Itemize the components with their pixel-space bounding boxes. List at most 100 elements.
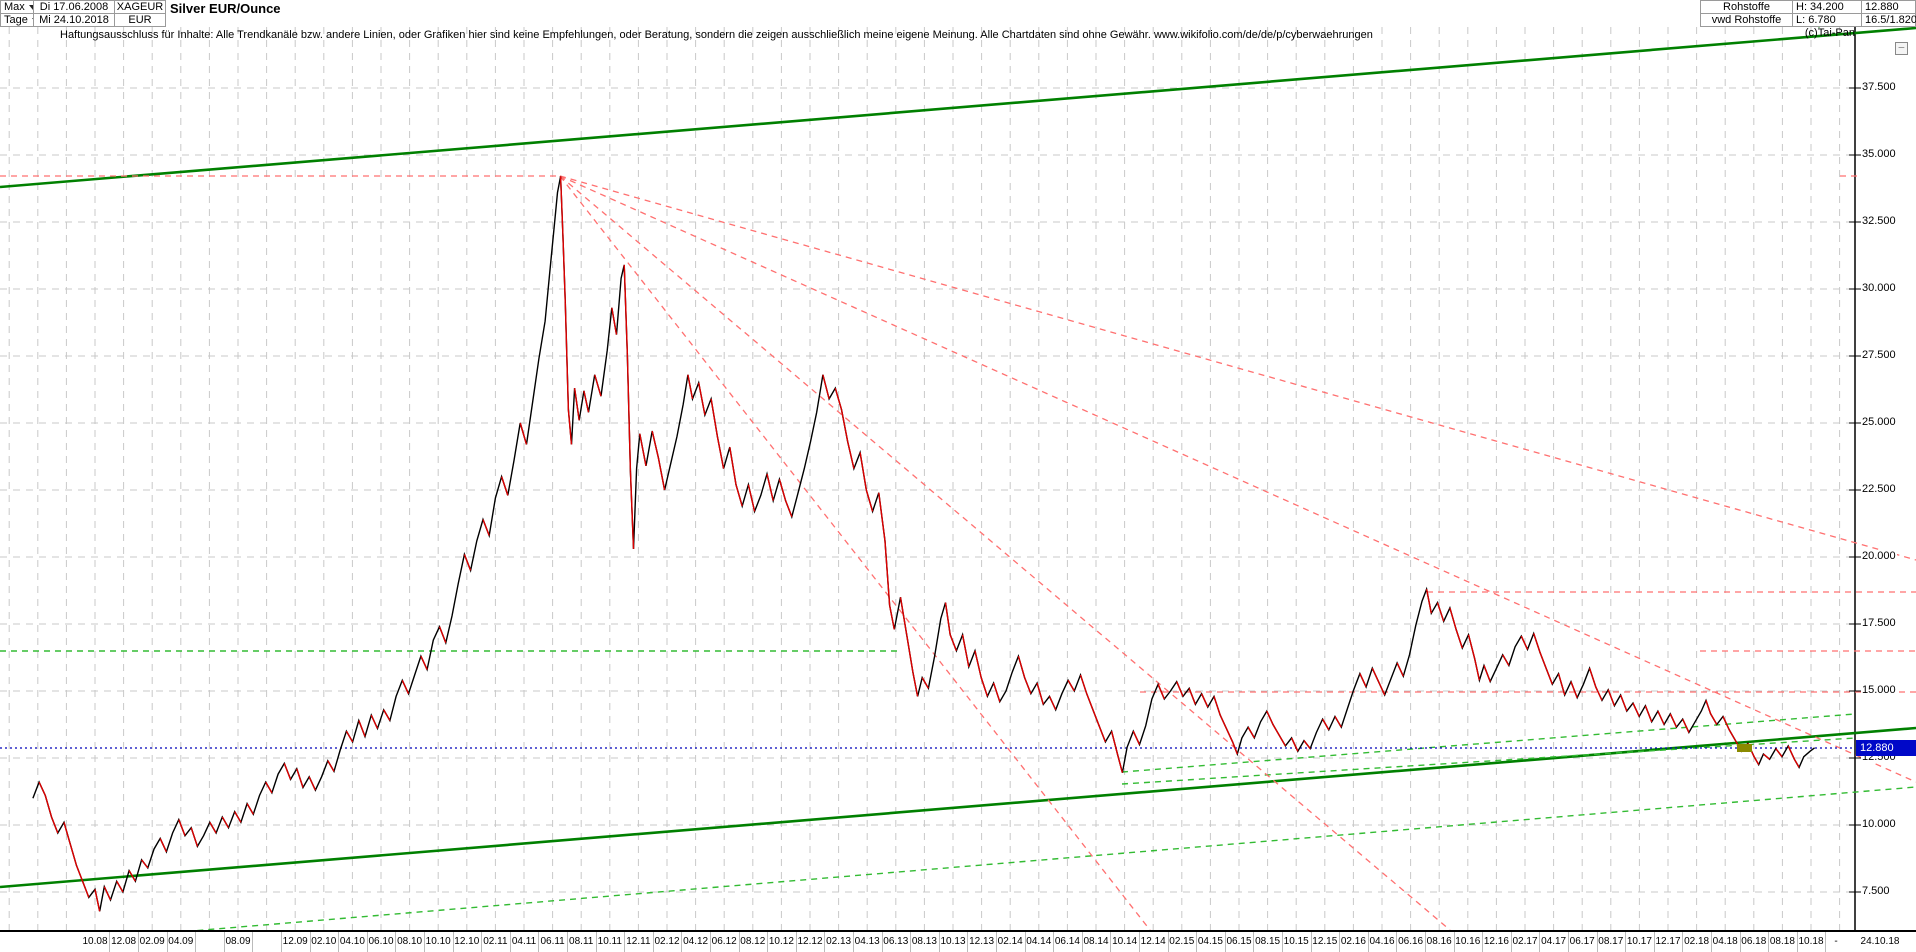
x-axis-label: 04.13 (854, 936, 880, 947)
range-selector-dropdown[interactable]: Max (0, 0, 37, 14)
last-price-label: 12.880 (1861, 0, 1916, 14)
price-down-segment (1048, 696, 1057, 711)
price-down-segment (906, 634, 914, 673)
period-selector-label: Tage (4, 14, 28, 26)
x-axis-label: 12.16 (1483, 936, 1509, 947)
price-down-segment (1483, 665, 1491, 682)
x-axis-label: 08.18 (1769, 936, 1795, 947)
red-fan-line (559, 175, 1916, 783)
y-axis-label: 30.000 (1861, 282, 1897, 294)
x-tick (1196, 932, 1198, 952)
price-down-segment (44, 795, 53, 818)
price-down-segment (141, 859, 149, 869)
symbol-field[interactable]: XAGEUR (114, 0, 166, 14)
price-down-segment (1098, 725, 1107, 743)
x-axis-label: 08.13 (911, 936, 937, 947)
price-down-segment (912, 672, 919, 697)
x-axis-label: 10.13 (940, 936, 966, 947)
price-down-segment (1436, 602, 1445, 622)
price-down-segment (345, 730, 354, 743)
x-axis-label: 12.14 (1140, 936, 1166, 947)
x-axis-label: 06.16 (1398, 936, 1424, 947)
price-down-segment (716, 436, 725, 469)
price-down-segment (246, 803, 254, 815)
x-tick (423, 932, 425, 952)
price-down-segment (992, 682, 1001, 702)
price-down-segment (735, 484, 743, 507)
x-tick (824, 932, 826, 952)
x-axis-label: 10.12 (768, 936, 794, 947)
price-down-segment (1110, 731, 1119, 756)
x-axis-label: 02.10 (311, 936, 337, 947)
price-down-segment (1334, 716, 1342, 728)
price-down-segment (651, 430, 660, 458)
price-down-segment (573, 388, 580, 421)
window-restore-icon[interactable]: ─ (1895, 42, 1908, 55)
selection-marker[interactable] (1737, 744, 1752, 752)
x-tick (967, 932, 969, 952)
price-down-segment (1036, 682, 1044, 705)
price-down-segment (1396, 662, 1404, 677)
price-down-segment (611, 307, 618, 335)
price-down-segment (729, 447, 737, 485)
x-tick (1482, 932, 1484, 952)
price-down-segment (1753, 756, 1760, 766)
end-date-field[interactable]: Mi 24.10.2018 (33, 13, 115, 27)
price-down-segment (778, 479, 787, 501)
x-axis-label: 08.15 (1255, 936, 1281, 947)
x-tick (1396, 932, 1398, 952)
y-axis-label: 10.000 (1861, 818, 1897, 830)
price-down-segment (884, 540, 891, 606)
price-down-segment (1067, 679, 1075, 692)
x-tick (1625, 932, 1627, 952)
price-down-segment (974, 650, 982, 678)
x-axis-label: 10.17 (1626, 936, 1652, 947)
x-axis: 10.08 12.08 02.09 04.09 08.09 12.09 02.10 04.10… (0, 930, 1916, 952)
price-down-segment (420, 655, 428, 670)
x-tick (681, 932, 683, 952)
x-axis-label: 12.08 (111, 936, 137, 947)
price-down-segment (1682, 718, 1690, 733)
price-down-segment (1644, 705, 1653, 723)
x-axis-label: 10.18 (1798, 936, 1824, 947)
price-down-segment (1017, 655, 1026, 678)
price-down-segment (1474, 658, 1481, 681)
price-down-segment (1607, 689, 1616, 706)
x-tick (1081, 932, 1083, 952)
price-down-segment (583, 390, 590, 413)
x-axis-label: 02.16 (1340, 936, 1366, 947)
start-date-field[interactable]: Di 17.06.2008 (33, 0, 115, 14)
x-axis-label: 10.15 (1283, 936, 1309, 947)
price-down-segment (1657, 710, 1665, 725)
price-down-segment (1545, 667, 1553, 685)
price-down-segment (519, 422, 528, 445)
price-down-segment (623, 264, 629, 354)
price-down-segment (1117, 755, 1124, 773)
price-down-segment (1278, 734, 1286, 747)
price-down-segment (283, 763, 292, 780)
category-label: Rohstoffe (1700, 0, 1793, 14)
x-tick (1339, 932, 1341, 952)
period-selector-dropdown[interactable]: Tage (0, 13, 40, 27)
x-axis-label: 02.14 (997, 936, 1023, 947)
price-down-segment (234, 811, 242, 823)
target-stop-label: 16.5/1.820 (1861, 13, 1916, 27)
price-down-segment (834, 387, 843, 410)
price-down-segment (178, 819, 186, 836)
x-tick (1596, 932, 1598, 952)
price-down-segment (899, 597, 908, 635)
x-axis-label: 04.10 (339, 936, 365, 947)
x-tick (1567, 932, 1569, 952)
price-down-segment (567, 409, 573, 445)
x-tick (252, 932, 254, 952)
price-down-segment (944, 602, 951, 635)
price-down-segment (888, 605, 895, 630)
x-axis-label: 06.15 (1226, 936, 1252, 947)
price-down-segment (1570, 681, 1578, 698)
price-down-segment (69, 843, 78, 866)
x-tick (280, 932, 282, 952)
x-axis-label: 02.18 (1684, 936, 1710, 947)
x-axis-label: 06.10 (368, 936, 394, 947)
x-axis-label: 08.10 (397, 936, 423, 947)
price-down-segment (1219, 714, 1228, 729)
